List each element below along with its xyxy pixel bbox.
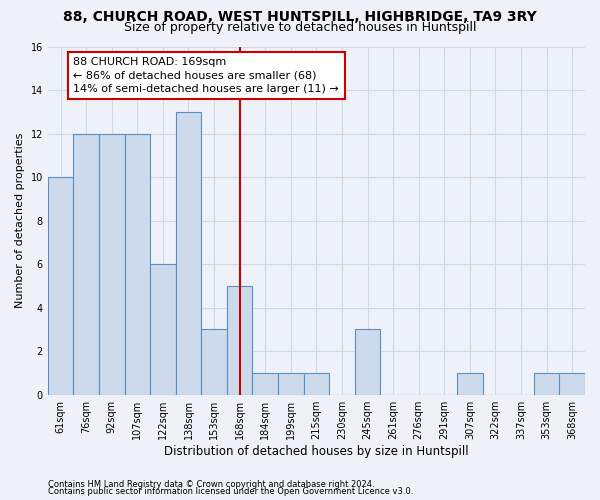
Text: Size of property relative to detached houses in Huntspill: Size of property relative to detached ho… xyxy=(124,21,476,34)
Bar xyxy=(253,373,278,394)
Bar xyxy=(457,373,482,394)
Bar xyxy=(201,330,227,394)
Text: 88 CHURCH ROAD: 169sqm
← 86% of detached houses are smaller (68)
14% of semi-det: 88 CHURCH ROAD: 169sqm ← 86% of detached… xyxy=(73,58,339,94)
Bar xyxy=(99,134,125,394)
Y-axis label: Number of detached properties: Number of detached properties xyxy=(15,133,25,308)
Bar xyxy=(48,177,73,394)
Text: 88, CHURCH ROAD, WEST HUNTSPILL, HIGHBRIDGE, TA9 3RY: 88, CHURCH ROAD, WEST HUNTSPILL, HIGHBRI… xyxy=(63,10,537,24)
X-axis label: Distribution of detached houses by size in Huntspill: Distribution of detached houses by size … xyxy=(164,444,469,458)
Bar xyxy=(534,373,559,394)
Bar xyxy=(355,330,380,394)
Text: Contains public sector information licensed under the Open Government Licence v3: Contains public sector information licen… xyxy=(48,487,413,496)
Bar xyxy=(559,373,585,394)
Bar xyxy=(304,373,329,394)
Text: Contains HM Land Registry data © Crown copyright and database right 2024.: Contains HM Land Registry data © Crown c… xyxy=(48,480,374,489)
Bar xyxy=(176,112,201,395)
Bar xyxy=(227,286,253,395)
Bar xyxy=(278,373,304,394)
Bar xyxy=(150,264,176,394)
Bar xyxy=(125,134,150,394)
Bar xyxy=(73,134,99,394)
